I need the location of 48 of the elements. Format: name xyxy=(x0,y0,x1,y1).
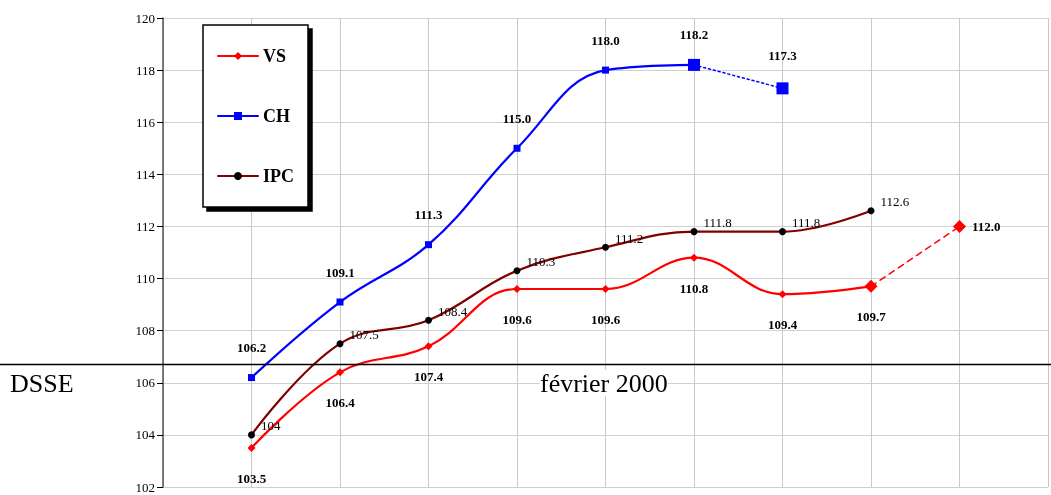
data-label: 115.0 xyxy=(502,110,532,126)
point xyxy=(248,374,255,382)
data-label: 109.6 xyxy=(502,311,533,327)
point xyxy=(778,290,787,299)
data-label: 109.4 xyxy=(767,317,798,333)
data-label: 106.2 xyxy=(236,340,267,356)
point xyxy=(247,443,256,452)
y-tick-label: 116 xyxy=(135,114,156,130)
y-tick-label: 112 xyxy=(135,218,155,234)
data-label: 118.0 xyxy=(591,32,620,48)
y-tick-label: 114 xyxy=(135,166,156,182)
point xyxy=(513,144,521,152)
legend-label: VS xyxy=(263,46,287,66)
y-tick-label: 108 xyxy=(135,323,155,339)
y-tick-label: 104 xyxy=(135,427,156,443)
legend-label: IPC xyxy=(263,166,294,186)
data-label: 103.5 xyxy=(236,470,267,486)
data-label: 109.6 xyxy=(590,311,621,327)
point xyxy=(425,241,432,249)
point xyxy=(602,66,609,74)
point xyxy=(776,82,789,95)
point xyxy=(953,219,966,233)
point xyxy=(424,342,433,351)
data-label: 111.8 xyxy=(703,215,732,231)
data-label: 106.4 xyxy=(325,395,356,411)
data-label: 112.6 xyxy=(880,194,910,210)
data-label: 111.8 xyxy=(792,215,821,231)
point xyxy=(336,298,344,306)
legend-label: CH xyxy=(263,106,290,126)
y-tick-label: 106 xyxy=(135,375,156,391)
point xyxy=(601,284,610,293)
y-tick-label: 118 xyxy=(135,62,155,78)
data-label: 111.3 xyxy=(414,207,443,223)
annotation: février 2000 xyxy=(540,368,668,398)
data-label: 117.3 xyxy=(768,48,798,64)
data-label: 107.4 xyxy=(413,369,444,385)
y-tick-label: 110 xyxy=(135,271,155,287)
data-label: 110.8 xyxy=(679,280,709,296)
point xyxy=(690,253,698,262)
text: DSSE xyxy=(10,368,74,398)
y-tick-label: 102 xyxy=(135,479,155,495)
data-label: 109.1 xyxy=(325,264,355,280)
point xyxy=(336,368,344,377)
point xyxy=(513,284,521,293)
data-label: 112.0 xyxy=(972,218,1001,234)
y-tick-label: 120 xyxy=(135,10,155,26)
data-label: 118.2 xyxy=(679,27,709,43)
data-label: 109.7 xyxy=(856,309,887,325)
